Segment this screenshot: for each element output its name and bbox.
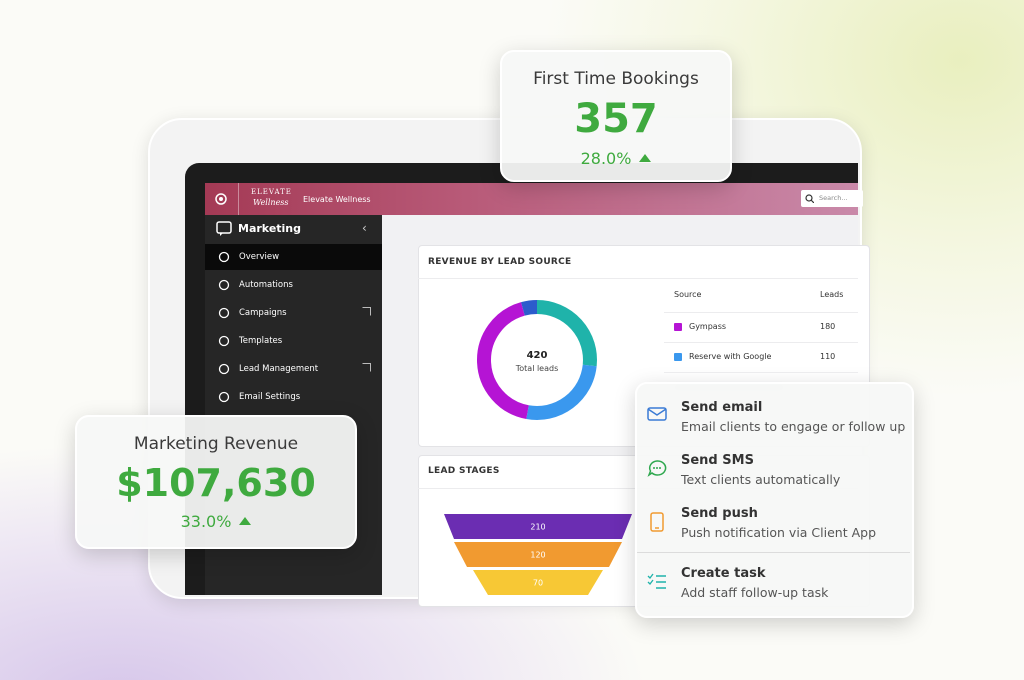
action-description: Push notification via Client App: [681, 525, 877, 540]
change-value: 28.0%: [580, 149, 632, 168]
donut-total: 420: [526, 350, 548, 361]
revenue-card: Marketing Revenue $107,630 33.0%: [75, 415, 357, 549]
sidebar-label: Lead Management: [239, 364, 319, 374]
card-title: Marketing Revenue: [133, 434, 299, 454]
action-title[interactable]: Create task: [681, 566, 766, 581]
up-arrow: [239, 517, 252, 525]
sidebar-item[interactable]: Templates: [205, 328, 382, 354]
table-header: Leads: [820, 290, 844, 299]
card-title: First Time Bookings: [533, 69, 699, 89]
active-item-bg: [205, 244, 382, 270]
sidebar-item[interactable]: Lead Management: [205, 356, 382, 382]
marketing-icon: [216, 221, 232, 236]
sidebar-icon: [218, 363, 230, 375]
lead-count: 110: [820, 352, 836, 361]
icon-shape: [218, 391, 230, 403]
source-name: Reserve with Google: [689, 352, 772, 361]
bookings-card: First Time Bookings 357 28.0%: [500, 50, 732, 182]
action-title[interactable]: Send SMS: [681, 453, 754, 468]
funnel-stage: [444, 514, 632, 539]
action-title[interactable]: Send push: [681, 506, 758, 521]
external-link-icon[interactable]: [362, 363, 371, 372]
sidebar-label: Overview: [239, 252, 280, 262]
donut-segment: [536, 300, 597, 367]
sidebar-item[interactable]: Email Settings: [205, 384, 382, 410]
card-change: 28.0%: [502, 149, 730, 168]
collapse-button[interactable]: ‹: [362, 221, 367, 235]
source-name: Gympass: [689, 322, 727, 331]
actions-card: [635, 382, 914, 618]
funnel-chart: 210 120 70: [444, 514, 632, 595]
sidebar-title: Marketing: [238, 222, 302, 235]
up-arrow: [639, 154, 652, 162]
row-divider: [664, 312, 858, 313]
card-change: 33.0%: [77, 512, 355, 531]
action-description: Add staff follow-up task: [681, 585, 829, 600]
search-placeholder: Search...: [819, 194, 848, 202]
change-value: 33.0%: [180, 512, 232, 531]
row-divider: [664, 372, 858, 373]
logo-script: Wellness: [253, 198, 289, 207]
lead-count: 180: [820, 322, 836, 331]
donut-segment: [526, 364, 597, 420]
sidebar-label: Templates: [239, 336, 283, 346]
push-icon: [650, 512, 664, 532]
row-divider: [664, 342, 858, 343]
sidebar-item[interactable]: Automations: [205, 272, 382, 298]
table-header: Source: [674, 290, 702, 299]
donut-segment: [521, 300, 538, 316]
divider: [418, 278, 858, 279]
funnel-stage: [454, 542, 622, 567]
funnel-stage: [473, 570, 603, 595]
sidebar-icon: [218, 251, 230, 263]
donut-total-label: Total leads: [515, 364, 559, 373]
stage-label: 70: [533, 579, 543, 588]
donut-segment: [477, 302, 530, 420]
divider: [637, 552, 910, 553]
email-icon: [647, 407, 667, 421]
action-description: Text clients automatically: [681, 472, 841, 487]
icon-shape: [218, 307, 230, 319]
legend-swatch: [674, 323, 682, 331]
action-description: Email clients to engage or follow up: [681, 419, 906, 434]
search-icon: [805, 194, 814, 203]
sidebar-icon: [218, 335, 230, 347]
sidebar-label: Email Settings: [239, 392, 301, 402]
action-title[interactable]: Send email: [681, 400, 763, 415]
legend-swatch: [674, 353, 682, 361]
sms-icon: [647, 460, 667, 477]
logo: ELEVATE Wellness: [238, 183, 297, 215]
donut-chart: [477, 300, 597, 420]
card-value: 357: [574, 96, 658, 142]
sidebar-item[interactable]: Overview: [205, 244, 382, 270]
search-box[interactable]: Search...: [801, 190, 863, 207]
sidebar-icon: [218, 307, 230, 319]
task-icon: [647, 573, 666, 589]
sidebar-icon: [218, 391, 230, 403]
icon-shape: [218, 363, 230, 375]
panel-title: LEAD STAGES: [428, 466, 500, 476]
sidebar-label: Automations: [239, 280, 293, 290]
sidebar-label: Campaigns: [239, 308, 287, 318]
sidebar-icon: [218, 279, 230, 291]
icon-shape: [218, 335, 230, 347]
brand-name: Elevate Wellness: [303, 195, 371, 204]
settings-icon[interactable]: [213, 191, 229, 207]
icon-shape: [218, 251, 230, 263]
sidebar-item[interactable]: Campaigns: [205, 300, 382, 326]
card-value: $107,630: [116, 461, 316, 505]
external-link-icon[interactable]: [362, 307, 371, 316]
stage-label: 210: [530, 523, 545, 532]
logo-top: ELEVATE: [251, 188, 292, 196]
panel-title: REVENUE BY LEAD SOURCE: [428, 257, 572, 267]
stage-label: 120: [530, 551, 545, 560]
top-bar: [205, 183, 858, 215]
icon-shape: [218, 279, 230, 291]
